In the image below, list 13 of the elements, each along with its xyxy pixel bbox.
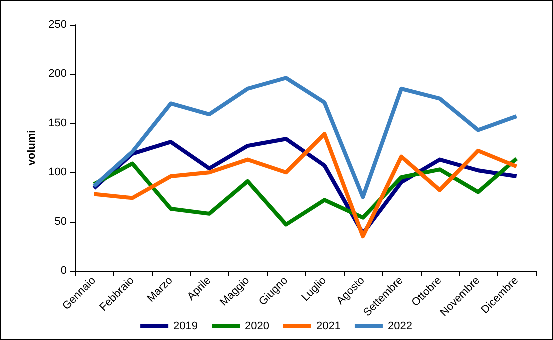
y-axis-title: volumi [26,130,38,166]
y-tick-label: 50 [54,216,67,228]
y-tick-label: 200 [48,68,67,80]
y-tick-label: 100 [48,166,67,179]
line-series [92,76,519,200]
legend-label: 2022 [388,320,412,332]
legend-label: 2020 [245,320,270,332]
y-tick-label: 0 [60,265,67,277]
y-tick-label: 150 [48,117,67,130]
line-series [92,156,519,227]
legend-label: 2021 [316,320,341,332]
legend-label: 2019 [174,320,198,332]
y-tick-label: 250 [48,19,67,31]
